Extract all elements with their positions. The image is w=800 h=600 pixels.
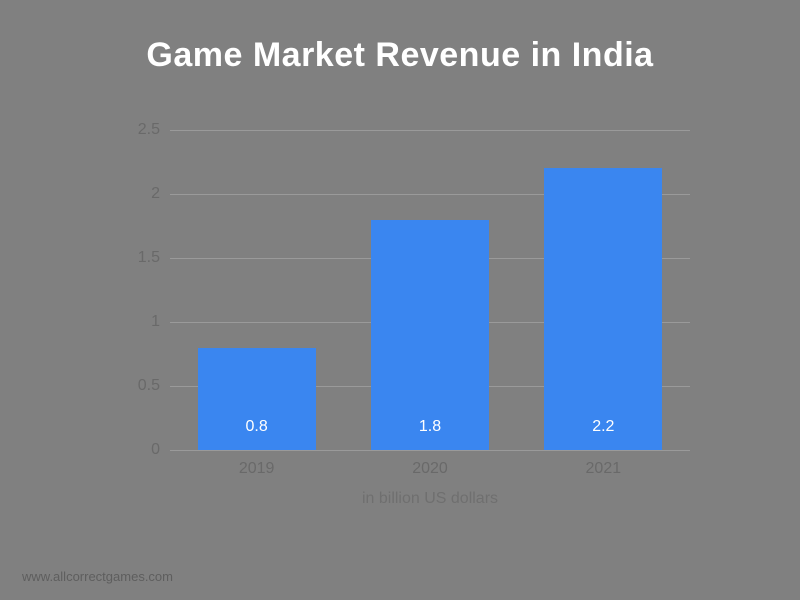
- x-tick-label: 2019: [239, 460, 275, 478]
- bar-value-label: 2.2: [544, 418, 662, 436]
- bar: 0.8: [198, 348, 316, 450]
- bar: 2.2: [544, 168, 662, 450]
- chart-area: 0.81.82.2 in billion US dollars 00.511.5…: [110, 130, 690, 490]
- y-tick-label: 1.5: [110, 249, 160, 267]
- x-axis-label: in billion US dollars: [170, 490, 690, 508]
- y-tick-label: 2.5: [110, 121, 160, 139]
- gridline: [170, 130, 690, 131]
- y-tick-label: 0.5: [110, 377, 160, 395]
- y-tick-label: 1: [110, 313, 160, 331]
- y-tick-label: 2: [110, 185, 160, 203]
- x-tick-label: 2020: [412, 460, 448, 478]
- bar-value-label: 0.8: [198, 418, 316, 436]
- gridline: [170, 450, 690, 451]
- bar: 1.8: [371, 220, 489, 450]
- x-tick-label: 2021: [586, 460, 622, 478]
- x-axis-label-wrap: in billion US dollars: [110, 490, 690, 508]
- y-tick-label: 0: [110, 441, 160, 459]
- plot-area: 0.8 1.8 2.2: [170, 130, 690, 450]
- chart-title: Game Market Revenue in India: [0, 0, 800, 75]
- bar-value-label: 1.8: [371, 418, 489, 436]
- footer-source: www.allcorrectgames.com: [22, 569, 173, 584]
